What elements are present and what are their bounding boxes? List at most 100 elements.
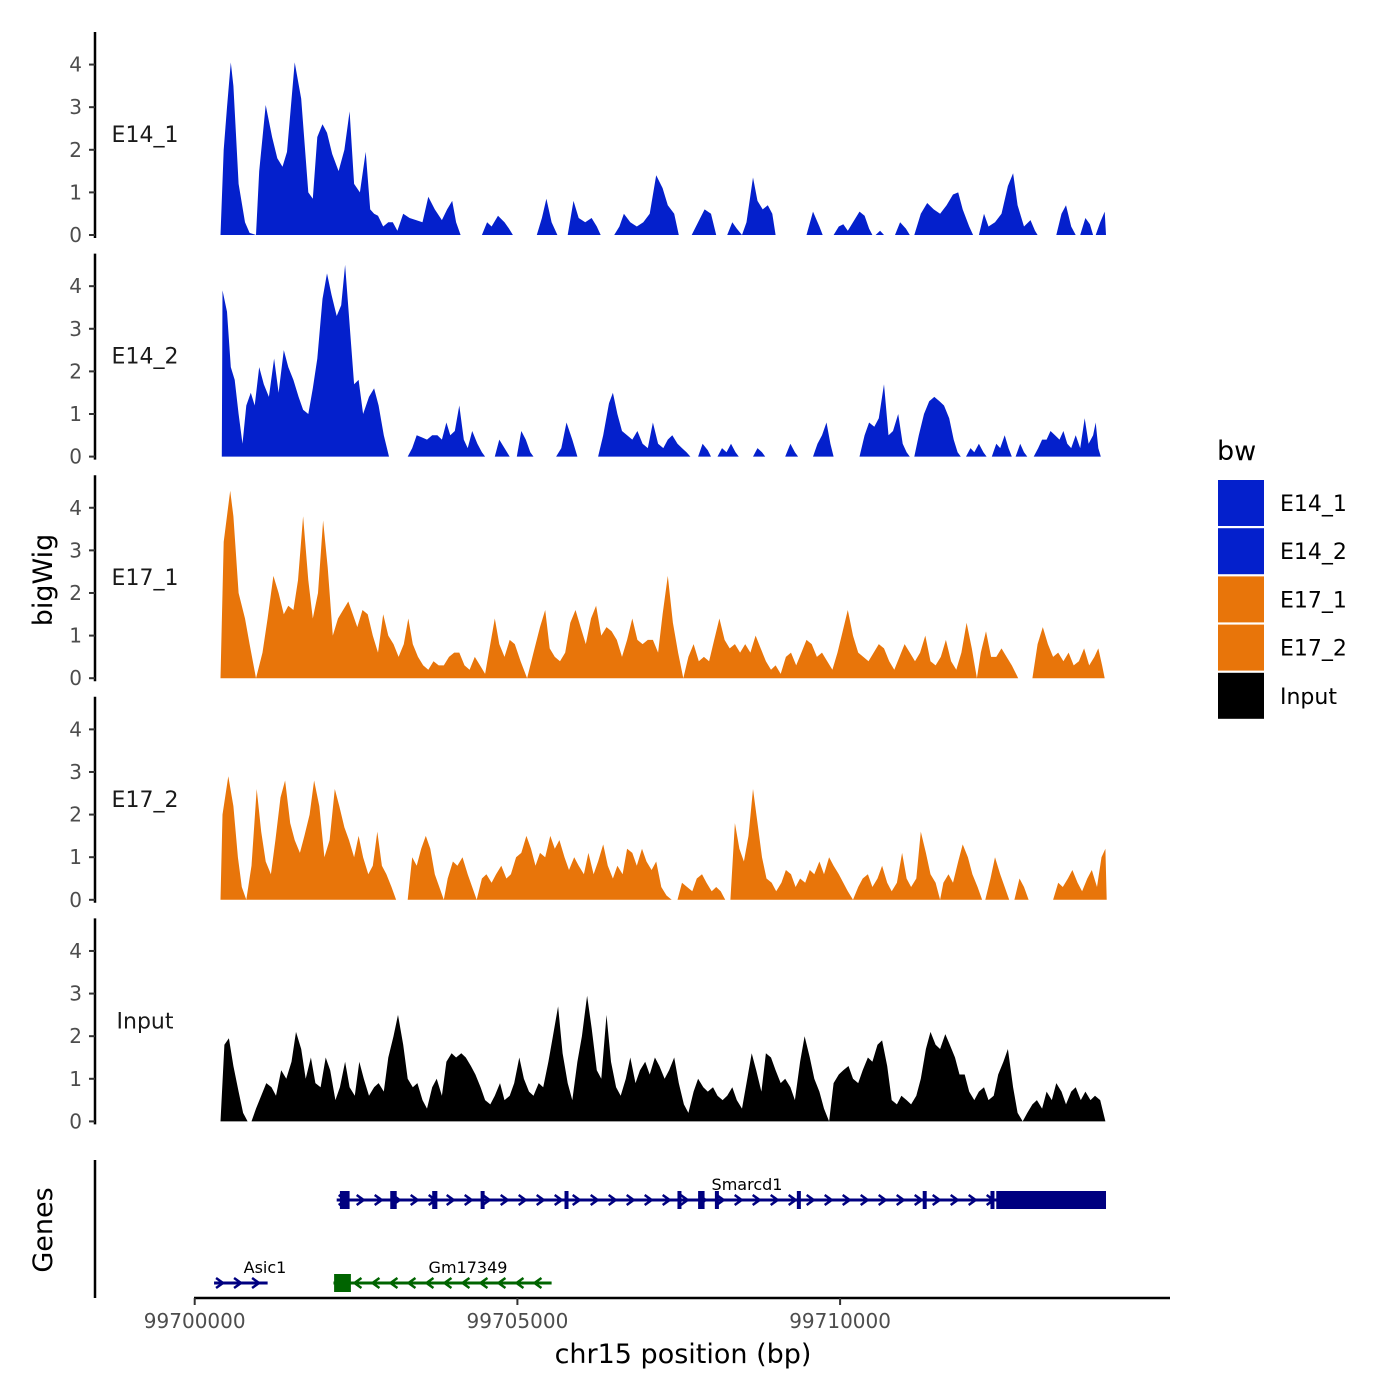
exon-Smarcd1-7 — [698, 1191, 705, 1209]
track-label-E17_2: E17_2 — [112, 788, 179, 813]
strand-arrow-Smarcd1 — [571, 1193, 582, 1207]
strand-arrow-Gm17349 — [478, 1276, 489, 1290]
strand-arrow-Smarcd1 — [589, 1193, 600, 1207]
y-tick-label-E14_2-2: 2 — [69, 359, 82, 383]
strand-arrow-Smarcd1 — [355, 1193, 366, 1207]
track-label-E17_1: E17_1 — [112, 566, 179, 591]
strand-arrow-Smarcd1 — [787, 1193, 798, 1207]
x-tick-label-99710000: 99710000 — [789, 1309, 891, 1333]
y-tick-label-Input-3: 3 — [69, 982, 82, 1006]
strand-arrow-Smarcd1 — [949, 1193, 960, 1207]
area-E14_2 — [221, 264, 1101, 457]
x-tick-label-99705000: 99705000 — [467, 1309, 569, 1333]
y-tick-label-E14_2-0: 0 — [69, 445, 82, 469]
legend-swatch-E14_2 — [1218, 528, 1264, 575]
exon-Smarcd1-11 — [990, 1191, 995, 1209]
exon-Smarcd1-12 — [996, 1191, 1107, 1209]
x-axis: 99700000 99705000 99710000 — [144, 1296, 1170, 1333]
x-axis-title: chr15 position (bp) — [555, 1339, 812, 1370]
strand-arrow-Gm17349 — [406, 1276, 417, 1290]
legend-label-Input: Input — [1280, 685, 1337, 710]
exon-Gm17349-1 — [334, 1274, 351, 1292]
strand-arrow-Smarcd1 — [769, 1193, 780, 1207]
strand-arrow-Asic1 — [233, 1276, 244, 1290]
track-E17_2: 0 1 2 3 4 E17_2 — [69, 696, 1107, 912]
legend-label-E17_2: E17_2 — [1280, 637, 1347, 662]
strand-arrow-Gm17349 — [370, 1276, 381, 1290]
strand-arrow-Asic1 — [215, 1276, 226, 1290]
legend-swatch-E14_1 — [1218, 480, 1264, 526]
x-tick-label-99700000: 99700000 — [144, 1309, 246, 1333]
strand-arrow-Smarcd1 — [895, 1193, 906, 1207]
exon-Smarcd1-6 — [677, 1191, 682, 1209]
y-tick-label-Input-4: 4 — [69, 939, 82, 963]
exon-Smarcd1-10 — [922, 1191, 927, 1209]
track-label-Input: Input — [117, 1009, 174, 1034]
y-tick-label-E17_2-2: 2 — [69, 803, 82, 827]
y-tick-label-E17_1-0: 0 — [69, 666, 82, 690]
strand-arrow-Smarcd1 — [733, 1193, 744, 1207]
strand-arrow-Smarcd1 — [715, 1193, 726, 1207]
strand-arrow-Gm17349 — [460, 1276, 471, 1290]
strand-arrow-Smarcd1 — [751, 1193, 762, 1207]
legend-swatch-Input — [1218, 672, 1264, 719]
gene-label-Asic1: Asic1 — [244, 1258, 287, 1277]
exon-Smarcd1-5 — [564, 1191, 569, 1209]
legend-label-E17_1: E17_1 — [1280, 588, 1347, 613]
track-E17_1: 0 1 2 3 4 E17_1 — [69, 475, 1105, 690]
y-tick-label-Input-1: 1 — [69, 1067, 82, 1091]
strand-arrow-Smarcd1 — [931, 1193, 942, 1207]
strand-arrow-Gm17349 — [532, 1276, 543, 1290]
strand-arrow-Smarcd1 — [517, 1193, 528, 1207]
y-tick-label-E17_2-0: 0 — [69, 888, 82, 912]
strand-arrow-Smarcd1 — [841, 1193, 852, 1207]
strand-arrow-Gm17349 — [496, 1276, 507, 1290]
strand-arrow-Smarcd1 — [661, 1193, 672, 1207]
y-tick-label-E17_1-4: 4 — [69, 496, 82, 520]
track-label-E14_2: E14_2 — [112, 345, 179, 370]
strand-arrow-Smarcd1 — [553, 1193, 564, 1207]
y-tick-label-E14_2-1: 1 — [69, 402, 82, 426]
legend: bw E14_1 E14_2 E17_1 E17_2 Input — [1217, 436, 1347, 719]
strand-arrow-Smarcd1 — [499, 1193, 510, 1207]
gene-Gm17349: Gm17349 — [333, 1258, 552, 1292]
area-E17_1 — [220, 490, 1105, 679]
legend-label-E14_2: E14_2 — [1280, 540, 1347, 565]
strand-arrow-Gm17349 — [514, 1276, 525, 1290]
area-Input — [220, 995, 1106, 1122]
exon-Smarcd1-4 — [480, 1191, 485, 1209]
y-tick-label-E17_2-3: 3 — [69, 760, 82, 784]
y-tick-label-E14_2-4: 4 — [69, 274, 82, 298]
y-tick-label-E17_1-2: 2 — [69, 581, 82, 605]
strand-arrow-Smarcd1 — [373, 1193, 384, 1207]
y-tick-label-E17_1-3: 3 — [69, 538, 82, 562]
exon-Smarcd1-9 — [796, 1191, 801, 1209]
strand-arrow-Smarcd1 — [967, 1193, 978, 1207]
strand-arrow-Gm17349 — [424, 1276, 435, 1290]
strand-arrow-Smarcd1 — [535, 1193, 546, 1207]
coverage-tracks: 0 1 2 3 4 E14_1 0 1 2 3 4 E14_2 0 1 2 3 4 E17_1 0 1 2 3 4 E17_2… — [69, 32, 1107, 1133]
strand-arrow-Smarcd1 — [823, 1193, 834, 1207]
gene-Smarcd1: Smarcd1 — [336, 1175, 1107, 1209]
exon-Smarcd1-2 — [390, 1191, 397, 1209]
y-tick-label-E14_2-3: 3 — [69, 317, 82, 341]
legend-swatch-E17_1 — [1218, 576, 1264, 623]
strand-arrow-Gm17349 — [352, 1276, 363, 1290]
genes-axis-title: Genes — [28, 1187, 59, 1272]
area-E17_2 — [220, 776, 1107, 900]
legend-label-E14_1: E14_1 — [1280, 492, 1347, 517]
y-tick-label-E14_1-3: 3 — [69, 95, 82, 119]
legend-title: bw — [1217, 436, 1256, 467]
gene-label-Smarcd1: Smarcd1 — [712, 1175, 783, 1194]
exon-Smarcd1-8 — [714, 1191, 719, 1209]
strand-arrow-Smarcd1 — [607, 1193, 618, 1207]
y-tick-label-Input-2: 2 — [69, 1024, 82, 1048]
track-label-E14_1: E14_1 — [112, 123, 179, 148]
strand-arrow-Smarcd1 — [481, 1193, 492, 1207]
strand-arrow-Smarcd1 — [877, 1193, 888, 1207]
track-E14_1: 0 1 2 3 4 E14_1 — [69, 32, 1106, 247]
strand-arrow-Smarcd1 — [445, 1193, 456, 1207]
gene-track: Smarcd1 Asic1 Gm17349 — [93, 1160, 1107, 1298]
track-Input: 0 1 2 3 4 Input — [69, 918, 1106, 1133]
